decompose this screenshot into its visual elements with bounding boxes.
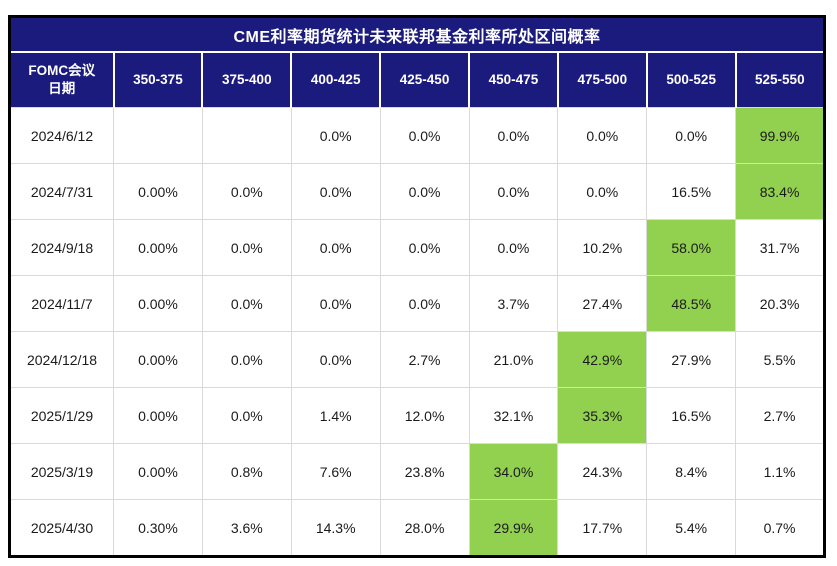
column-header-rate-range: 400-425 [290,52,381,108]
probability-cell: 0.0% [557,107,648,164]
header-row: FOMC会议 日期 350-375 375-400 400-425 425-450 450… [9,52,825,108]
fomc-date-cell: 2024/12/18 [9,331,114,388]
probability-cell-highlighted: 58.0% [646,219,737,276]
table-row: 2025/4/30 0.30% 3.6% 14.3% 28.0% 29.9% 17.7% 5.… [9,499,825,557]
table-body: 2024/6/12 0.0% 0.0% 0.0% 0.0% 0.0% 99.9% 2024/7… [9,107,825,557]
probability-cell: 16.5% [646,387,737,444]
probability-cell: 20.3% [735,275,825,332]
column-header-rate-range: 375-400 [201,52,292,108]
probability-cell: 5.4% [646,499,737,557]
probability-cell: 5.5% [735,331,825,388]
probability-cell: 27.9% [646,331,737,388]
probability-cell: 0.0% [201,275,292,332]
probability-cell: 0.0% [290,163,381,220]
probability-cell: 31.7% [735,219,825,276]
table-row: 2024/6/12 0.0% 0.0% 0.0% 0.0% 0.0% 99.9% [9,107,825,164]
column-header-rate-range: 475-500 [556,52,647,108]
probability-cell: 0.0% [290,219,381,276]
probability-cell: 7.6% [290,443,381,500]
probability-cell: 0.0% [379,275,470,332]
probability-cell: 27.4% [557,275,648,332]
probability-cell: 0.0% [290,107,381,164]
probability-cell: 0.00% [113,219,203,276]
column-header-rate-range: 425-450 [379,52,469,108]
fomc-date-cell: 2024/11/7 [9,275,114,332]
probability-cell-highlighted: 35.3% [557,387,648,444]
column-header-rate-range: 525-550 [734,52,825,108]
table-title: CME利率期货统计未来联邦基金利率所处区间概率 [9,16,825,53]
probability-cell: 0.00% [113,163,203,220]
probability-cell: 0.0% [201,219,292,276]
probability-cell: 0.0% [646,107,737,164]
probability-cell: 0.0% [201,331,292,388]
column-header-rate-range: 350-375 [112,52,203,108]
table-row: 2025/3/19 0.00% 0.8% 7.6% 23.8% 34.0% 24.3% 8.4… [9,443,825,500]
probability-cell: 0.8% [201,443,292,500]
table-row: 2025/1/29 0.00% 0.0% 1.4% 12.0% 32.1% 35.3% 16.… [9,387,825,444]
probability-cell: 0.00% [113,387,203,444]
fomc-date-cell: 2024/7/31 [9,163,114,220]
probability-cell: 0.0% [379,163,470,220]
probability-cell: 8.4% [646,443,737,500]
table-row: 2024/11/7 0.00% 0.0% 0.0% 0.0% 3.7% 27.4% 48.5%… [9,275,825,332]
probability-cell [201,107,292,164]
probability-cell: 0.0% [290,331,381,388]
probability-cell: 0.30% [113,499,203,557]
probability-cell: 12.0% [379,387,470,444]
probability-cell-highlighted: 99.9% [735,107,825,164]
probability-cell: 2.7% [379,331,470,388]
probability-cell: 0.0% [557,163,648,220]
probability-cell: 0.0% [201,163,292,220]
title-row: CME利率期货统计未来联邦基金利率所处区间概率 [9,16,825,53]
probability-cell: 0.0% [379,219,470,276]
probability-cell: 0.0% [201,387,292,444]
column-header-rate-range: 500-525 [645,52,736,108]
probability-cell: 0.00% [113,331,203,388]
probability-cell: 17.7% [557,499,648,557]
probability-cell-highlighted: 48.5% [646,275,737,332]
probability-cell: 1.1% [735,443,825,500]
probability-cell: 24.3% [557,443,648,500]
probability-cell-highlighted: 34.0% [468,443,559,500]
probability-cell: 0.0% [468,163,559,220]
probability-cell: 32.1% [468,387,559,444]
probability-cell: 10.2% [557,219,648,276]
probability-cell [113,107,203,164]
probability-cell: 0.7% [735,499,825,557]
probability-cell: 21.0% [468,331,559,388]
probability-cell: 0.0% [379,107,470,164]
column-header-rate-range: 450-475 [468,52,558,108]
probability-cell: 1.4% [290,387,381,444]
probability-cell-highlighted: 83.4% [735,163,825,220]
column-header-fomc-date: FOMC会议 日期 [9,52,114,108]
fomc-date-cell: 2024/6/12 [9,107,114,164]
fomc-date-cell: 2025/4/30 [9,499,114,557]
probability-cell: 28.0% [379,499,470,557]
probability-cell: 0.0% [290,275,381,332]
table-row: 2024/12/18 0.00% 0.0% 0.0% 2.7% 21.0% 42.9% 27.… [9,331,825,388]
probability-cell: 3.7% [468,275,559,332]
probability-cell: 16.5% [646,163,737,220]
table-head: CME利率期货统计未来联邦基金利率所处区间概率 FOMC会议 日期 350-375… [9,16,825,108]
probability-cell: 0.0% [468,107,559,164]
probability-cell-highlighted: 42.9% [557,331,648,388]
cme-rate-probability-table: CME利率期货统计未来联邦基金利率所处区间概率 FOMC会议 日期 350-375… [8,15,826,558]
fomc-date-cell: 2025/3/19 [9,443,114,500]
probability-cell-highlighted: 29.9% [468,499,559,557]
fomc-date-cell: 2024/9/18 [9,219,114,276]
probability-cell: 14.3% [290,499,381,557]
fomc-date-cell: 2025/1/29 [9,387,114,444]
probability-cell: 23.8% [379,443,470,500]
probability-cell: 2.7% [735,387,825,444]
table-row: 2024/9/18 0.00% 0.0% 0.0% 0.0% 0.0% 10.2% 58.0%… [9,219,825,276]
probability-cell: 0.00% [113,275,203,332]
probability-cell: 0.00% [113,443,203,500]
table-row: 2024/7/31 0.00% 0.0% 0.0% 0.0% 0.0% 0.0% 16.5% 8… [9,163,825,220]
probability-cell: 3.6% [201,499,292,557]
probability-cell: 0.0% [468,219,559,276]
